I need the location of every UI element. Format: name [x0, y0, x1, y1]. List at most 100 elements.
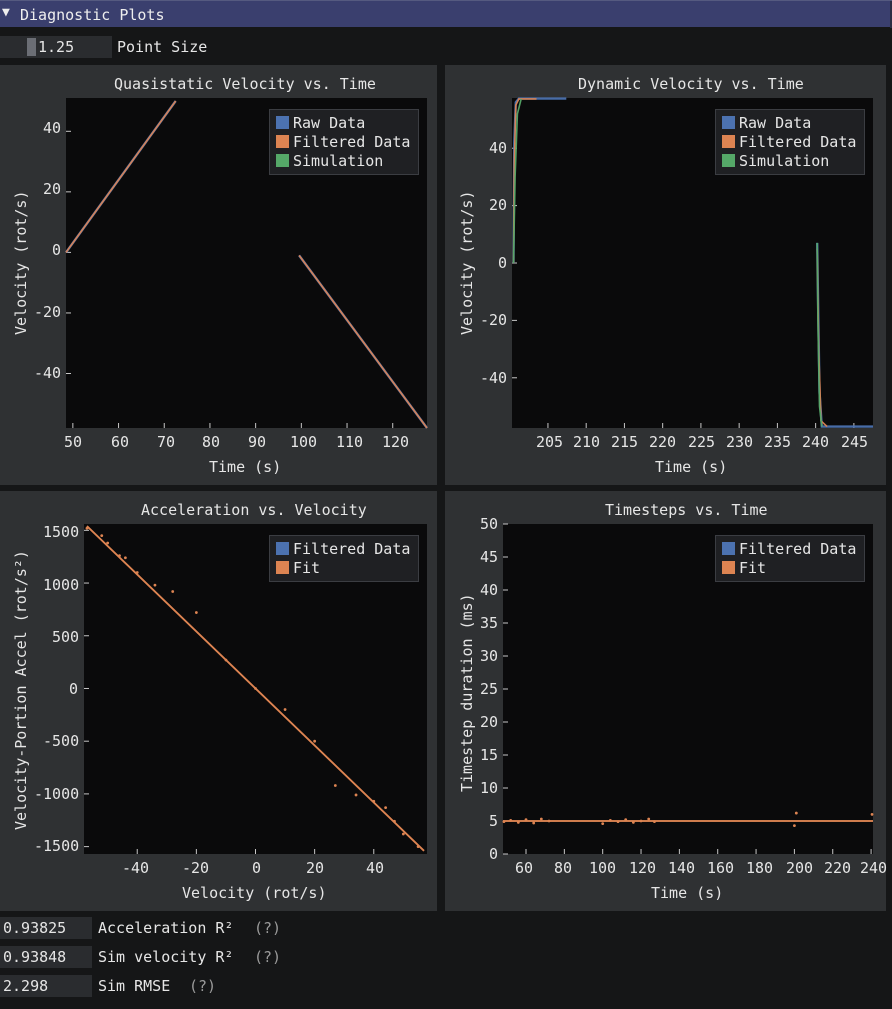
legend-item-simulation[interactable]: Simulation	[276, 152, 384, 170]
window-title: Diagnostic Plots	[20, 6, 165, 24]
legend-swatch	[722, 561, 735, 574]
x-tick: 70	[157, 433, 176, 451]
legend-label: Filtered Data	[293, 540, 411, 558]
y-tick: 40	[43, 119, 62, 137]
window-title-bar[interactable]: ▼ Diagnostic Plots	[0, 0, 892, 28]
acceleration-r2-label: Acceleration R²	[98, 919, 234, 937]
plot-legend[interactable]: Filtered Data Fit	[715, 535, 865, 582]
title-bar-edge	[890, 1, 892, 28]
legend-item-fit[interactable]: Fit	[276, 559, 320, 577]
sim-velocity-r2-value: 0.93848	[3, 948, 67, 966]
y-tick: 25	[480, 680, 499, 698]
x-tick: 120	[629, 859, 657, 877]
x-tick: 235	[764, 433, 792, 451]
sim-rmse-value: 2.298	[3, 977, 49, 995]
x-tick: 220	[649, 433, 677, 451]
legend-label: Simulation	[293, 152, 384, 170]
x-tick: 215	[611, 433, 639, 451]
y-tick: 20	[489, 196, 508, 214]
y-tick: -1000	[34, 785, 80, 803]
legend-swatch	[722, 135, 735, 148]
legend-item-fit[interactable]: Fit	[722, 559, 767, 577]
x-tick: 60	[515, 859, 534, 877]
x-axis-label: Time (s)	[655, 458, 728, 476]
x-tick: 110	[336, 433, 364, 451]
x-tick: -40	[122, 859, 150, 877]
slider-grab-handle[interactable]	[27, 38, 36, 56]
x-tick: 100	[589, 859, 617, 877]
triangle-down-icon[interactable]: ▼	[2, 5, 10, 20]
point-size-slider[interactable]: 1.25	[0, 36, 112, 58]
sim-velocity-r2-label: Sim velocity R²	[98, 948, 234, 966]
acceleration-r2-field[interactable]: 0.93825	[0, 917, 92, 939]
point-size-value: 1.25	[38, 38, 75, 56]
legend-item-filtered[interactable]: Filtered Data	[276, 133, 411, 151]
legend-item-simulation[interactable]: Simulation	[722, 152, 829, 170]
legend-swatch	[276, 561, 289, 574]
acceleration-r2-value: 0.93825	[3, 919, 67, 937]
x-tick: -20	[182, 859, 210, 877]
legend-item-filtered[interactable]: Filtered Data	[722, 133, 856, 151]
y-tick: -20	[34, 303, 62, 321]
legend-swatch	[722, 154, 735, 167]
x-tick: 245	[841, 433, 869, 451]
legend-item-filtered[interactable]: Filtered Data	[722, 540, 856, 558]
legend-item-raw[interactable]: Raw Data	[276, 114, 366, 132]
x-tick: 100	[290, 433, 318, 451]
plot-legend[interactable]: Raw Data Filtered Data Simulation	[715, 109, 865, 175]
legend-item-filtered[interactable]: Filtered Data	[276, 540, 411, 558]
y-tick: -20	[480, 311, 508, 329]
help-icon[interactable]: (?)	[189, 977, 217, 995]
y-tick: 1000	[43, 576, 80, 594]
y-tick: 40	[489, 139, 508, 157]
legend-label: Filtered Data	[293, 133, 411, 151]
y-tick: 1500	[43, 523, 80, 541]
y-tick: -40	[480, 369, 508, 387]
x-tick: 120	[382, 433, 410, 451]
help-icon[interactable]: (?)	[254, 919, 282, 937]
y-tick: 40	[480, 581, 499, 599]
legend-label: Raw Data	[293, 114, 366, 132]
y-tick: 0	[489, 845, 499, 863]
plot-legend[interactable]: Filtered Data Fit	[269, 535, 419, 582]
x-tick: 60	[111, 433, 130, 451]
x-tick: 180	[746, 859, 774, 877]
x-tick: 210	[573, 433, 601, 451]
x-tick: 40	[366, 859, 385, 877]
y-tick: 10	[480, 779, 499, 797]
y-tick: 0	[69, 680, 79, 698]
plot-legend[interactable]: Raw Data Filtered Data Simulation	[269, 109, 419, 175]
x-axis-label: Velocity (rot/s)	[182, 884, 327, 902]
y-tick: 500	[52, 628, 80, 646]
y-tick: 45	[480, 548, 499, 566]
plot-title: Acceleration vs. Velocity	[141, 501, 367, 519]
x-tick: 80	[554, 859, 573, 877]
legend-item-raw[interactable]: Raw Data	[722, 114, 811, 132]
y-tick: -1500	[34, 837, 80, 855]
help-icon[interactable]: (?)	[254, 948, 282, 966]
y-tick: 0	[498, 254, 508, 272]
legend-label: Fit	[739, 559, 767, 577]
y-tick: 35	[480, 614, 499, 632]
y-tick: 20	[480, 713, 499, 731]
x-tick: 200	[786, 859, 814, 877]
y-tick: -40	[34, 364, 62, 382]
legend-swatch	[722, 542, 735, 555]
x-tick: 230	[726, 433, 754, 451]
y-tick: 5	[489, 812, 499, 830]
x-tick: 220	[824, 859, 852, 877]
y-tick: 0	[52, 241, 62, 259]
legend-swatch	[276, 116, 289, 129]
y-axis-label: Velocity (rot/s)	[458, 190, 476, 336]
legend-swatch	[276, 154, 289, 167]
x-tick: 80	[202, 433, 221, 451]
plot-title: Quasistatic Velocity vs. Time	[114, 75, 376, 93]
sim-rmse-field[interactable]: 2.298	[0, 975, 92, 997]
x-tick: 0	[252, 859, 262, 877]
x-tick: 240	[802, 433, 830, 451]
y-tick: 15	[480, 746, 499, 764]
sim-velocity-r2-field[interactable]: 0.93848	[0, 946, 92, 968]
point-size-label: Point Size	[117, 38, 208, 56]
y-tick: 50	[480, 515, 499, 533]
y-tick: 20	[43, 180, 62, 198]
